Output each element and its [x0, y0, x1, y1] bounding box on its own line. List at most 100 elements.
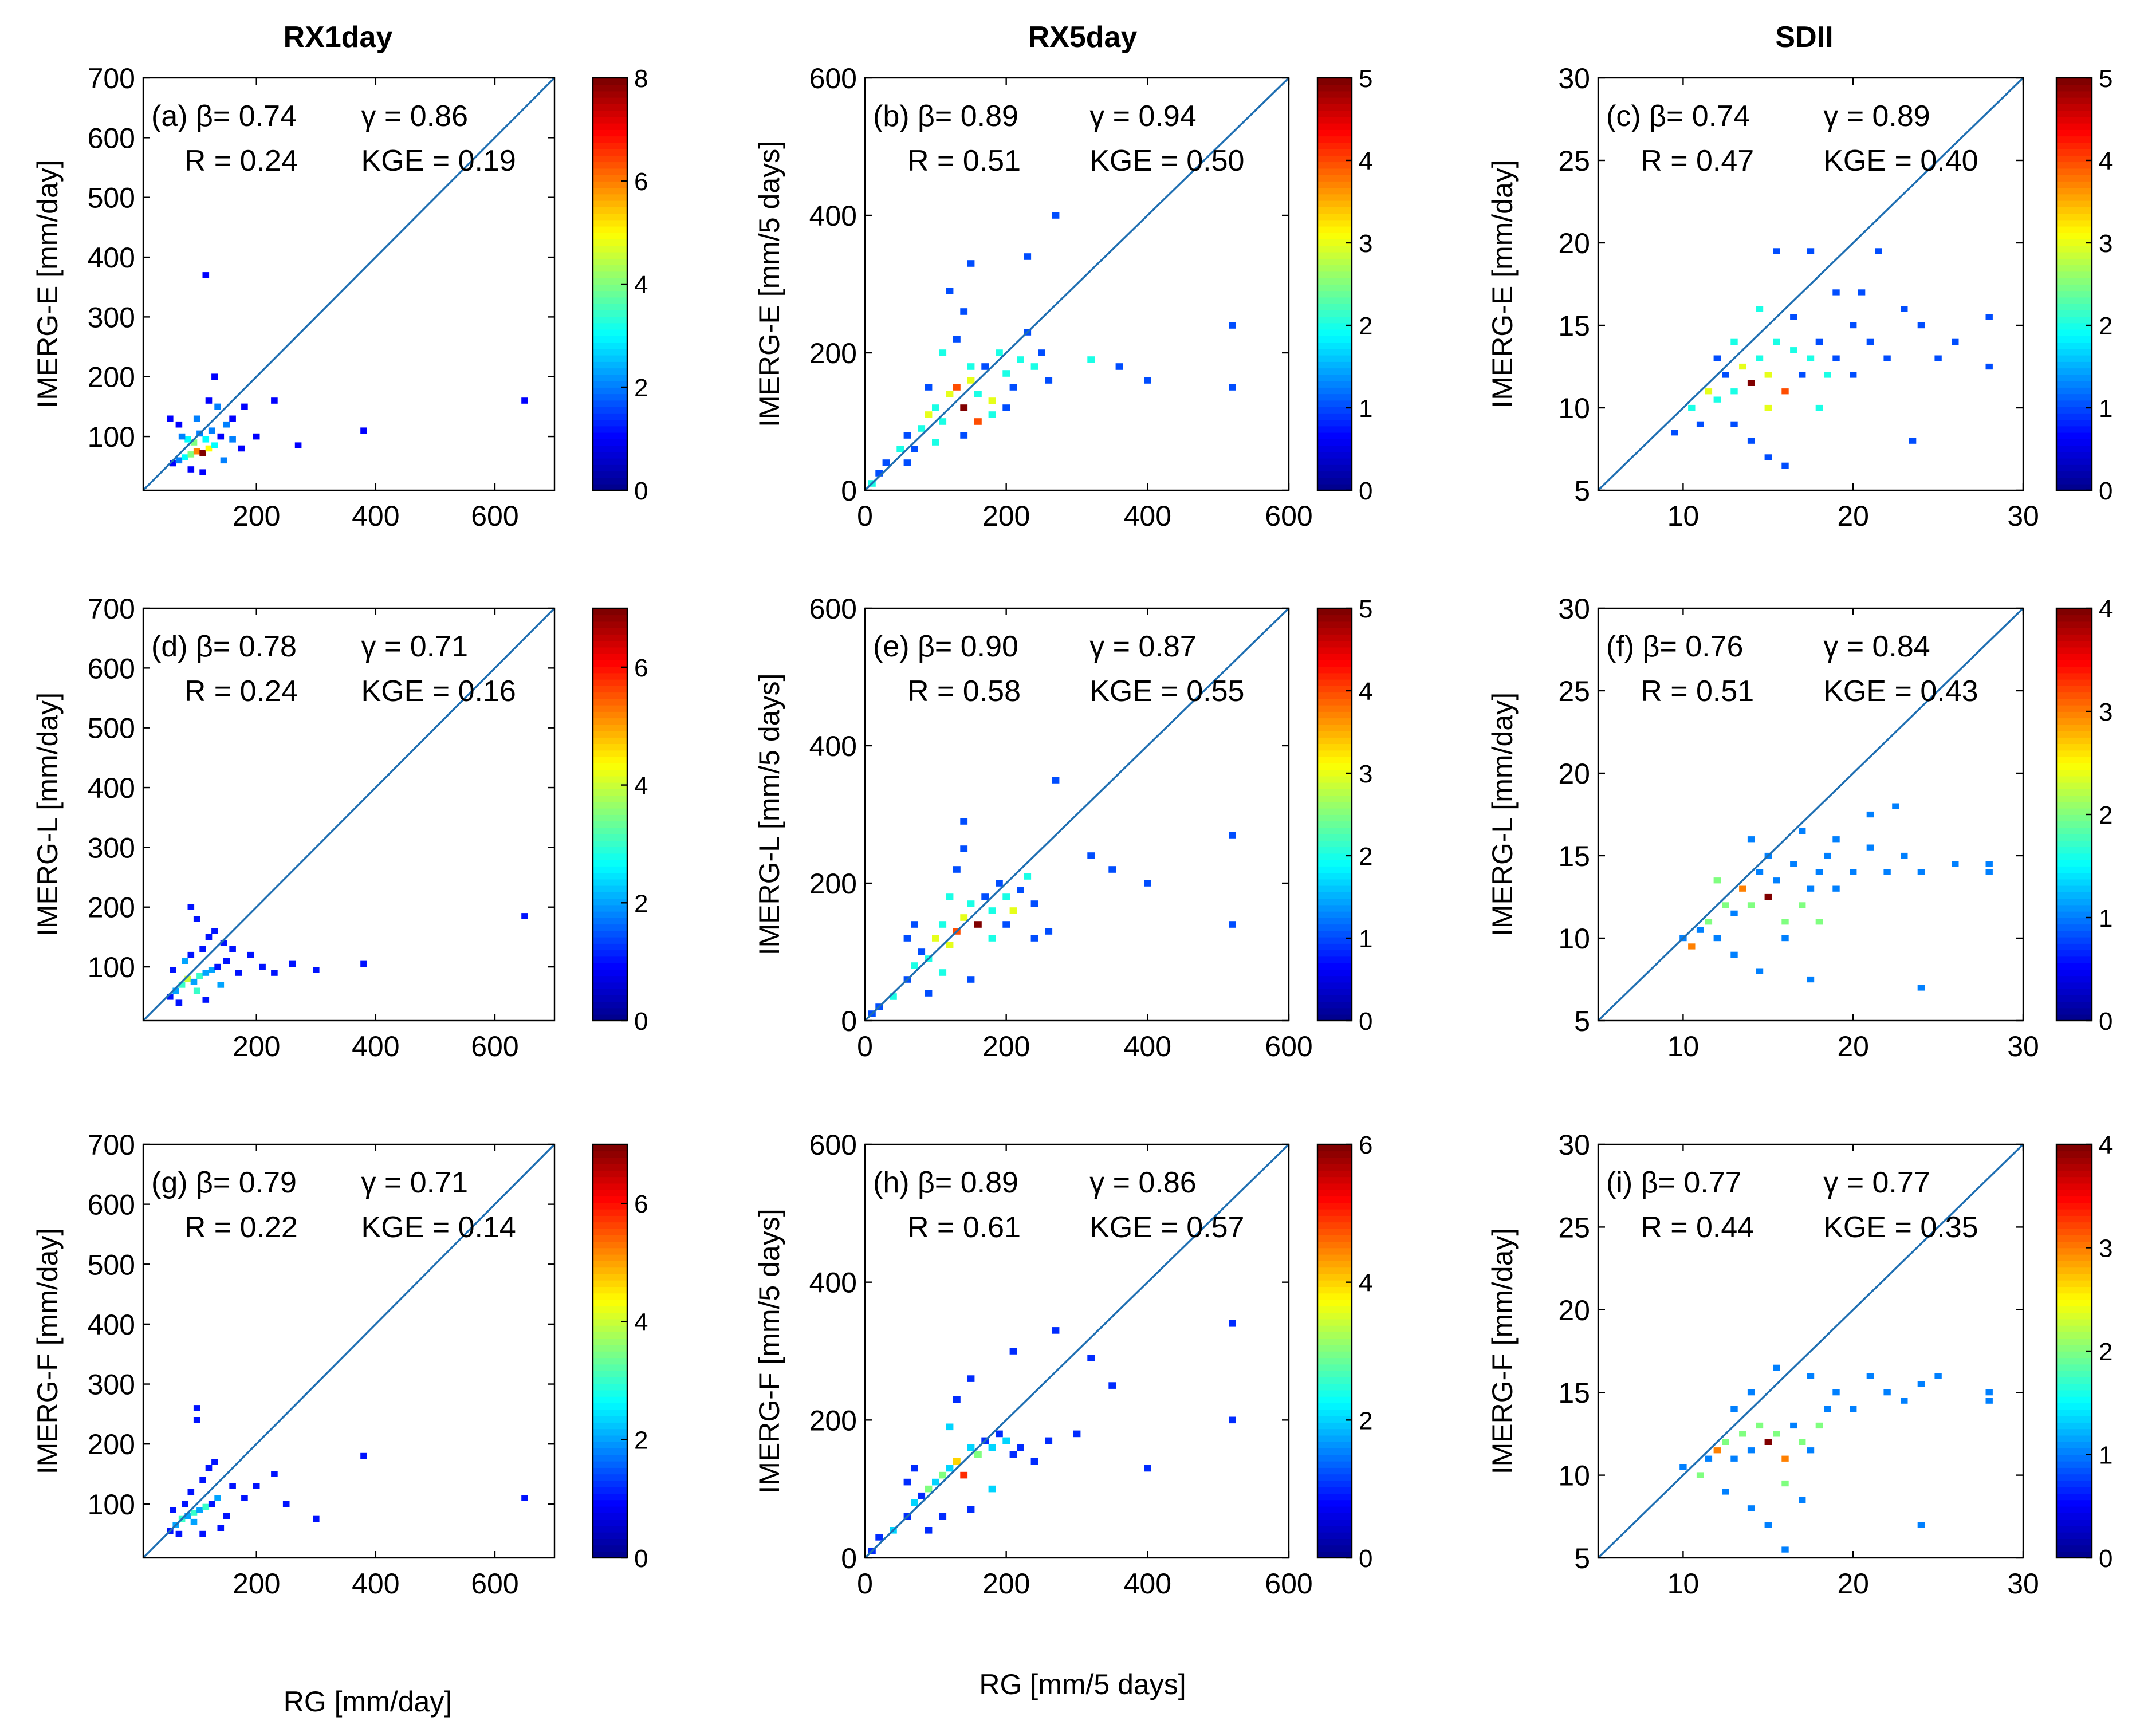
colorbar-segment [1317, 181, 1352, 188]
colorbar-segment [593, 1428, 627, 1436]
colorbar-segment [2056, 200, 2092, 207]
colorbar-segment [1317, 1499, 1352, 1507]
colorbar-segment [2056, 679, 2092, 686]
colorbar-segment [2056, 1486, 2092, 1494]
colorbar-segment [2056, 1267, 2092, 1274]
colorbar-segment [1317, 200, 1352, 207]
colorbar-segment [2056, 1461, 2092, 1468]
density-bin [1722, 1489, 1729, 1495]
colorbar-segment [2056, 1183, 2092, 1190]
colorbar-segment [2056, 393, 2092, 401]
colorbar-tick-label: 5 [1359, 65, 1372, 93]
colorbar-segment [1317, 737, 1352, 745]
density-bin [939, 921, 947, 928]
colorbar-segment [1317, 647, 1352, 654]
x-tick-label: 10 [1667, 500, 1700, 532]
density-bin [1985, 861, 1993, 867]
colorbar-segment [593, 329, 627, 336]
density-bin [208, 427, 215, 434]
colorbar-segment [2056, 730, 2092, 738]
density-bin [1671, 430, 1678, 436]
colorbar-segment [593, 239, 627, 246]
colorbar-segment [593, 686, 627, 693]
density-bin [1229, 921, 1236, 928]
colorbar-segment [593, 1513, 627, 1520]
colorbar-segment [1317, 692, 1352, 699]
colorbar-segment [2056, 1415, 2092, 1423]
colorbar-segment [593, 615, 627, 622]
colorbar-segment [1317, 995, 1352, 1002]
density-bin [1030, 935, 1038, 942]
colorbar-segment [2056, 181, 2092, 188]
colorbar-segment [593, 129, 627, 137]
y-tick-label: 15 [1558, 1377, 1590, 1409]
axes-frame [142, 1143, 556, 1559]
colorbar-segment [593, 660, 627, 667]
colorbar-segment [593, 387, 627, 395]
colorbar-segment [593, 711, 627, 719]
density-bin [988, 397, 996, 404]
density-bin [996, 880, 1003, 887]
y-tick-label: 200 [88, 361, 135, 393]
y-axis-label: IMERG-L [mm/day] [1486, 692, 1519, 936]
colorbar-segment [593, 1215, 627, 1223]
colorbar-segment [1317, 1461, 1352, 1468]
stat-beta: (b) β= 0.89 [873, 100, 1018, 133]
density-bin [925, 384, 933, 391]
x-tick-label: 600 [1265, 1030, 1312, 1062]
colorbar-segment [593, 1499, 627, 1507]
colorbar-segment [1317, 84, 1352, 92]
colorbar-segment [2056, 1293, 2092, 1300]
colorbar-segment [2056, 743, 2092, 751]
colorbar-segment [2056, 1389, 2092, 1397]
density-bin [1815, 404, 1823, 411]
colorbar-segment [1317, 1196, 1352, 1203]
colorbar-segment [2056, 692, 2092, 699]
colorbar-segment [2056, 142, 2092, 149]
density-bin [946, 288, 954, 294]
colorbar-segment [1317, 1467, 1352, 1475]
colorbar-segment [593, 1163, 627, 1171]
colorbar-segment [2056, 477, 2092, 485]
colorbar-segment [593, 322, 627, 330]
colorbar-segment [593, 406, 627, 414]
colorbar-segment [1317, 833, 1352, 841]
density-bin [1917, 985, 1925, 991]
colorbar-segment [1317, 672, 1352, 680]
y-tick-label: 10 [1558, 392, 1590, 424]
density-bin [981, 363, 989, 370]
density-bin [882, 459, 890, 466]
density-bin [313, 1515, 320, 1522]
density-bin [202, 997, 210, 1003]
density-bin [167, 994, 174, 1000]
colorbar-segment [593, 1261, 627, 1268]
colorbar-segment [2056, 355, 2092, 362]
density-bin [1730, 951, 1738, 958]
colorbar-segment [1317, 116, 1352, 124]
density-bin [214, 963, 221, 970]
density-bin [1985, 1389, 1993, 1396]
x-tick-label: 200 [982, 1568, 1030, 1600]
colorbar-segment [1317, 969, 1352, 977]
colorbar-tick-label: 2 [2099, 312, 2113, 340]
colorbar-segment [2056, 387, 2092, 395]
colorbar-segment [1317, 1519, 1352, 1526]
colorbar-segment [1317, 123, 1352, 130]
colorbar-segment [2056, 1422, 2092, 1430]
density-bin [911, 962, 918, 969]
colorbar-segment [1317, 982, 1352, 989]
colorbar-segment [1317, 464, 1352, 472]
colorbar-segment [593, 1325, 627, 1332]
density-bin [193, 916, 200, 922]
colorbar-tick-label: 5 [2099, 65, 2113, 93]
colorbar-segment [2056, 1163, 2092, 1171]
density-bin [1713, 355, 1721, 361]
colorbar-segment [2056, 821, 2092, 828]
density-bin [1052, 1327, 1060, 1334]
colorbar-segment [1317, 1422, 1352, 1430]
colorbar-segment [1317, 1163, 1352, 1171]
colorbar-segment [1317, 136, 1352, 143]
colorbar-segment [2056, 892, 2092, 899]
colorbar-tick-label: 0 [634, 1007, 648, 1036]
y-axis-label: IMERG-L [mm/day] [32, 692, 64, 936]
